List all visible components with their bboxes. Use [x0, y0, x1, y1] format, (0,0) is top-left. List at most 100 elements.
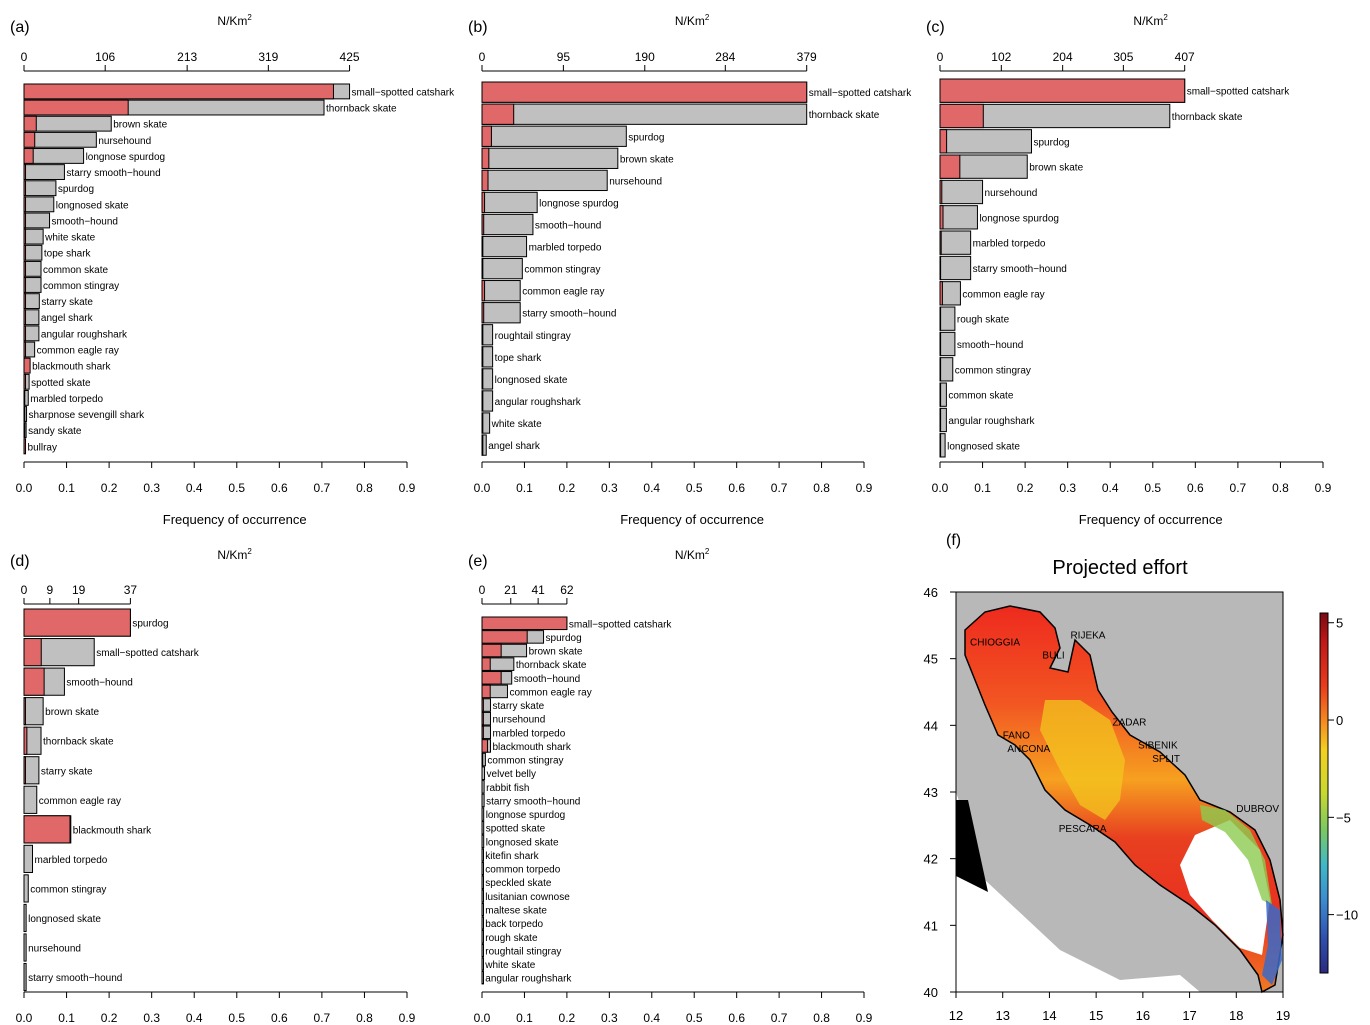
frequency-tick-label: 0.4	[186, 481, 203, 495]
bar-category-label: common stingray	[487, 756, 563, 767]
bar-category-label: thornback skate	[809, 110, 880, 121]
density-tick-label: 19	[72, 583, 86, 597]
bar-frequency	[481, 302, 521, 324]
bar-frequency	[939, 179, 984, 205]
density-tick-label: 0	[937, 50, 944, 64]
density-tick-label: 305	[1113, 50, 1133, 64]
frequency-tick-label: 0.5	[1144, 481, 1161, 495]
bar-density	[23, 309, 27, 326]
place-label: ZADAR	[1112, 717, 1146, 728]
frequency-axis-title: Frequency of occurrence	[620, 512, 764, 527]
bar-frequency	[481, 848, 484, 862]
frequency-tick-label: 0.2	[101, 1011, 118, 1025]
frequency-tick-label: 0.1	[58, 481, 75, 495]
bar-category-label: longnose spurdog	[486, 810, 566, 821]
frequency-tick-label: 0.6	[1187, 481, 1204, 495]
density-tick-label: 62	[560, 583, 574, 597]
density-tick-label: 284	[715, 50, 735, 64]
frequency-tick-label: 0.8	[813, 1011, 830, 1025]
panel-e: (e) N/Km2 0 21 41 62 small−spotted catshark spu…	[468, 547, 873, 1025]
bar-category-label: spotted skate	[31, 378, 91, 389]
density-tick-label: 0	[21, 50, 28, 64]
map-yellow-band	[1040, 700, 1125, 820]
map-lon-tick-label: 18	[1229, 1008, 1243, 1023]
frequency-tick-label: 0.6	[271, 1011, 288, 1025]
panel-c: (c) N/Km2 0 102 204 305 407 small−spotted catsh…	[926, 13, 1332, 527]
bar-frequency	[23, 277, 42, 293]
density-tick-label: 379	[797, 50, 817, 64]
bar-density	[939, 382, 942, 407]
frequency-tick-label: 0.5	[228, 1011, 245, 1025]
bar-frequency	[481, 861, 484, 876]
bar-frequency	[481, 957, 484, 971]
density-axis-title: N/Km2	[217, 13, 252, 28]
bar-category-label: common eagle ray	[962, 289, 1044, 300]
frequency-tick-label: 0.2	[1017, 481, 1034, 495]
bar-category-label: common stingray	[955, 365, 1031, 376]
bar-frequency	[481, 324, 494, 346]
bar-category-label: roughtail stingray	[495, 331, 571, 342]
bar-category-label: starry smooth−hound	[486, 796, 580, 807]
place-label: FANO	[1003, 731, 1030, 742]
bar-category-label: starry smooth−hound	[28, 973, 122, 984]
bar-category-label: smooth−hound	[66, 678, 132, 689]
bar-category-label: brown skate	[1029, 163, 1083, 174]
bar-density	[23, 667, 45, 696]
bar-density	[23, 180, 27, 197]
bar-density	[23, 148, 34, 164]
bar-category-label: nursehound	[28, 944, 81, 955]
frequency-tick-label: 0.5	[686, 1011, 703, 1025]
frequency-tick-label: 0.0	[932, 481, 949, 495]
density-tick-label: 102	[991, 50, 1011, 64]
frequency-tick-label: 0.9	[399, 481, 416, 495]
bar-category-label: thornback skate	[326, 104, 397, 115]
frequency-tick-label: 0.3	[143, 1011, 160, 1025]
bar-density	[23, 83, 334, 100]
bar-frequency	[939, 205, 978, 230]
bar-frequency	[481, 257, 523, 280]
bar-density	[481, 213, 485, 236]
bar-category-label: thornback skate	[1172, 112, 1243, 123]
bar-category-label: velvet belly	[487, 769, 536, 780]
frequency-tick-label: 0.0	[474, 1011, 491, 1025]
bar-frequency	[481, 916, 484, 930]
bar-category-label: tope shark	[44, 249, 92, 260]
bar-category-label: starry skate	[492, 701, 544, 712]
bar-density	[481, 235, 484, 258]
bar-category-label: starry smooth−hound	[66, 168, 160, 179]
bar-density	[23, 325, 27, 342]
map-green-coast	[1200, 805, 1272, 905]
bar-category-label: common skate	[948, 391, 1013, 402]
bar-frequency	[23, 180, 57, 197]
place-label: BULI	[1042, 651, 1064, 662]
bar-density	[23, 115, 37, 132]
bar-density	[481, 643, 502, 658]
density-tick-label: 9	[47, 583, 54, 597]
bar-frequency	[481, 834, 485, 849]
bar-frequency	[23, 196, 55, 213]
frequency-tick-label: 0.4	[1102, 481, 1119, 495]
bar-density	[939, 179, 943, 205]
density-axis-title: N/Km2	[675, 547, 710, 562]
bar-category-label: nursehound	[609, 176, 662, 187]
bar-density	[939, 129, 948, 154]
frequency-tick-label: 0.1	[516, 1011, 533, 1025]
bar-density	[23, 212, 27, 229]
bar-frequency	[481, 793, 485, 808]
bar-category-label: small−spotted catshark	[352, 87, 456, 98]
bar-category-label: longnosed skate	[947, 441, 1020, 452]
density-tick-label: 106	[95, 50, 115, 64]
frequency-tick-label: 0.7	[1230, 481, 1247, 495]
bar-frequency	[481, 390, 494, 412]
bar-density	[481, 147, 490, 169]
bar-density	[481, 630, 528, 644]
bar-category-label: starry skate	[41, 766, 93, 777]
bar-density	[481, 324, 484, 346]
map-lon-tick-label: 16	[1136, 1008, 1150, 1023]
bar-density	[939, 78, 1186, 103]
map-lat-tick-label: 41	[924, 918, 938, 933]
place-label: RIJEKA	[1070, 631, 1105, 642]
bar-category-label: small−spotted catshark	[96, 648, 200, 659]
density-axis-title: N/Km2	[217, 547, 252, 562]
